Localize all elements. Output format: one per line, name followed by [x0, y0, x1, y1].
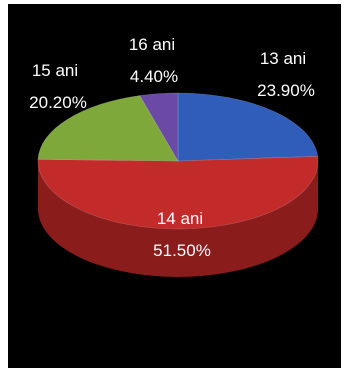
pie-top — [37, 92, 319, 230]
chart-panel: 13 ani 23.90% 14 ani 51.50% 15 ani 20.20… — [8, 4, 341, 368]
slice-value-13-ani: 23.90% — [257, 81, 315, 100]
slice-label-15-ani: 15 ani — [32, 61, 78, 80]
pie-labels: 13 ani 23.90% 14 ani 51.50% 15 ani 20.20… — [29, 35, 315, 260]
pie-side-14-ani — [38, 161, 318, 277]
slice-value-15-ani: 20.20% — [29, 93, 87, 112]
slice-label-13-ani: 13 ani — [260, 49, 306, 68]
pie-slice-13-ani — [177, 92, 319, 162]
slice-value-16-ani: 4.40% — [130, 67, 178, 86]
slice-label-14-ani: 14 ani — [157, 209, 203, 228]
pie-depth — [38, 161, 318, 277]
slice-value-14-ani: 51.50% — [153, 241, 211, 260]
pie-slice-14-ani — [37, 155, 319, 230]
pie-slice-16-ani — [139, 92, 179, 163]
pie-slice-15-ani — [37, 95, 179, 162]
pie-chart: 13 ani 23.90% 14 ani 51.50% 15 ani 20.20… — [29, 35, 319, 277]
slice-label-16-ani: 16 ani — [129, 35, 175, 54]
